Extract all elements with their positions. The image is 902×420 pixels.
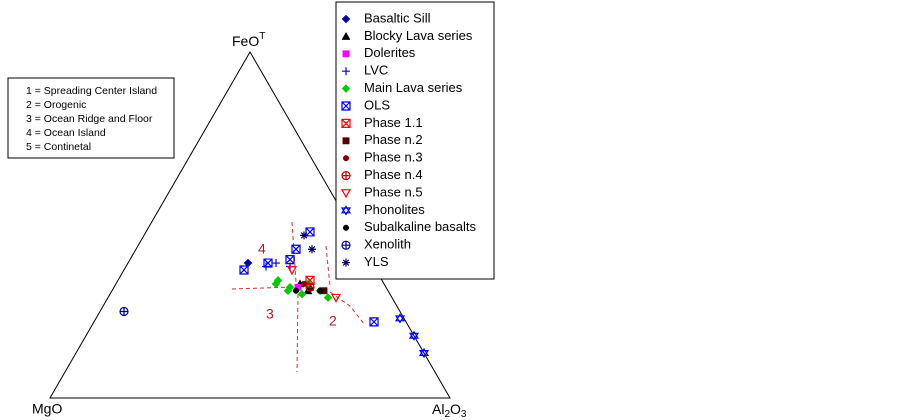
data-point [323, 293, 333, 303]
field-label: 3 [266, 306, 274, 322]
legend-label: LVC [364, 63, 388, 78]
data-point [330, 293, 342, 303]
legend-label: YLS [364, 254, 389, 269]
data-point [273, 276, 283, 285]
legend-label: Basaltic Sill [364, 10, 431, 25]
note-text: 3 = Ocean Ridge and Floor [26, 113, 153, 125]
legend-marker [342, 224, 350, 231]
apex-label-top: FeOT [232, 31, 265, 49]
legend-label: OLS [364, 97, 390, 112]
boundary [296, 293, 299, 373]
data-point [239, 265, 249, 275]
legend-marker [341, 31, 351, 40]
legend-label: Main Lava series [364, 80, 463, 95]
legend-marker [340, 189, 352, 199]
data-point [292, 287, 300, 294]
label-part: FeO [232, 33, 259, 49]
notes-box [7, 77, 175, 159]
data-point [119, 306, 129, 317]
legend-label: Phonolites [364, 202, 425, 217]
legend-marker [341, 118, 351, 128]
legend-label: Phase n.4 [364, 167, 423, 182]
legend-marker [341, 171, 351, 181]
data-point [300, 280, 308, 287]
legend-marker [341, 14, 351, 24]
data-point [308, 245, 316, 254]
data-point [316, 287, 324, 294]
legend-label: Phase n.3 [364, 150, 423, 165]
boundary [325, 245, 331, 287]
legend-label: Blocky Lava series [364, 28, 473, 43]
legend-marker [342, 50, 350, 58]
data-point [285, 255, 295, 265]
legend-label: Phase n.2 [364, 132, 423, 147]
legend-marker [342, 155, 350, 162]
data-point [291, 244, 301, 254]
note-text: 4 = Ocean Island [26, 127, 106, 139]
data-point [305, 227, 315, 237]
data-point [408, 330, 420, 341]
data-point [369, 317, 379, 327]
legend-marker [341, 240, 351, 250]
data-point [300, 231, 308, 240]
legend-marker [341, 101, 351, 111]
label-sub: 2 [444, 409, 450, 420]
legend-label: Dolerites [364, 45, 416, 60]
note-text: 5 = Continetal [26, 141, 91, 153]
legend-label: Subalkaline basalts [364, 219, 477, 234]
legend-label: Xenolith [364, 237, 411, 252]
legend-marker [340, 205, 352, 216]
label-sub: 3 [461, 409, 467, 420]
data-point [285, 282, 295, 292]
data-point [394, 313, 406, 324]
data-point [272, 259, 280, 268]
boundary [231, 286, 295, 290]
data-point [297, 289, 307, 299]
label-part: Al [432, 401, 444, 417]
legend-label: Phase n.5 [364, 184, 423, 199]
note-text: 1 = Spreading Center Island [26, 85, 157, 97]
note-text: 2 = Orogenic [26, 99, 86, 111]
data-point [263, 258, 273, 268]
label-part: O [450, 401, 461, 417]
legend-marker [342, 137, 350, 145]
legend-box [335, 1, 495, 280]
apex-label-right: Al2O3 [432, 401, 467, 420]
field-label: 2 [329, 313, 337, 329]
data-point [418, 347, 430, 359]
legend-label: Phase 1.1 [364, 115, 423, 130]
legend-marker [341, 84, 351, 93]
legend-marker [342, 258, 350, 267]
apex-label-left: MgO [32, 401, 62, 417]
field-label: 4 [258, 241, 266, 257]
label-sup: T [259, 31, 265, 42]
data-point [305, 282, 315, 292]
boundary [329, 291, 366, 326]
data-point [286, 266, 298, 276]
legend-marker [342, 67, 350, 76]
